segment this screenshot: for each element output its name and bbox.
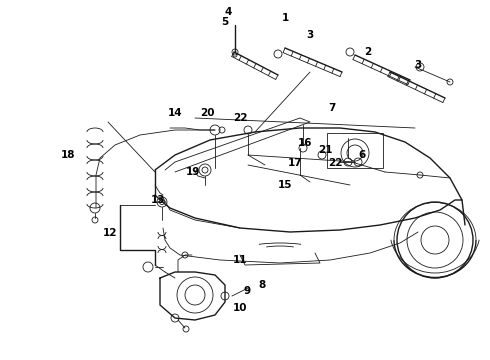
Text: 15: 15 [278, 180, 292, 190]
Text: 14: 14 [168, 108, 182, 118]
Text: 7: 7 [328, 103, 336, 113]
Text: 2: 2 [365, 47, 371, 57]
Text: 5: 5 [221, 17, 229, 27]
Text: 20: 20 [200, 108, 214, 118]
Bar [327, 133, 383, 168]
Text: 22: 22 [328, 158, 342, 168]
Text: 9: 9 [244, 286, 250, 296]
Text: 19: 19 [186, 167, 200, 177]
Text: 13: 13 [151, 195, 165, 205]
Text: 4: 4 [224, 7, 232, 17]
Text: 18: 18 [61, 150, 75, 160]
Text: 8: 8 [258, 280, 266, 290]
Text: 17: 17 [288, 158, 302, 168]
Text: 3: 3 [415, 60, 421, 70]
Text: 22: 22 [233, 113, 247, 123]
Text: 1: 1 [281, 13, 289, 23]
Text: 16: 16 [298, 138, 312, 148]
Text: 3: 3 [306, 30, 314, 40]
Text: 12: 12 [103, 228, 117, 238]
Text: 11: 11 [233, 255, 247, 265]
Text: 10: 10 [233, 303, 247, 313]
Text: 6: 6 [358, 150, 366, 160]
Text: 21: 21 [318, 145, 332, 155]
